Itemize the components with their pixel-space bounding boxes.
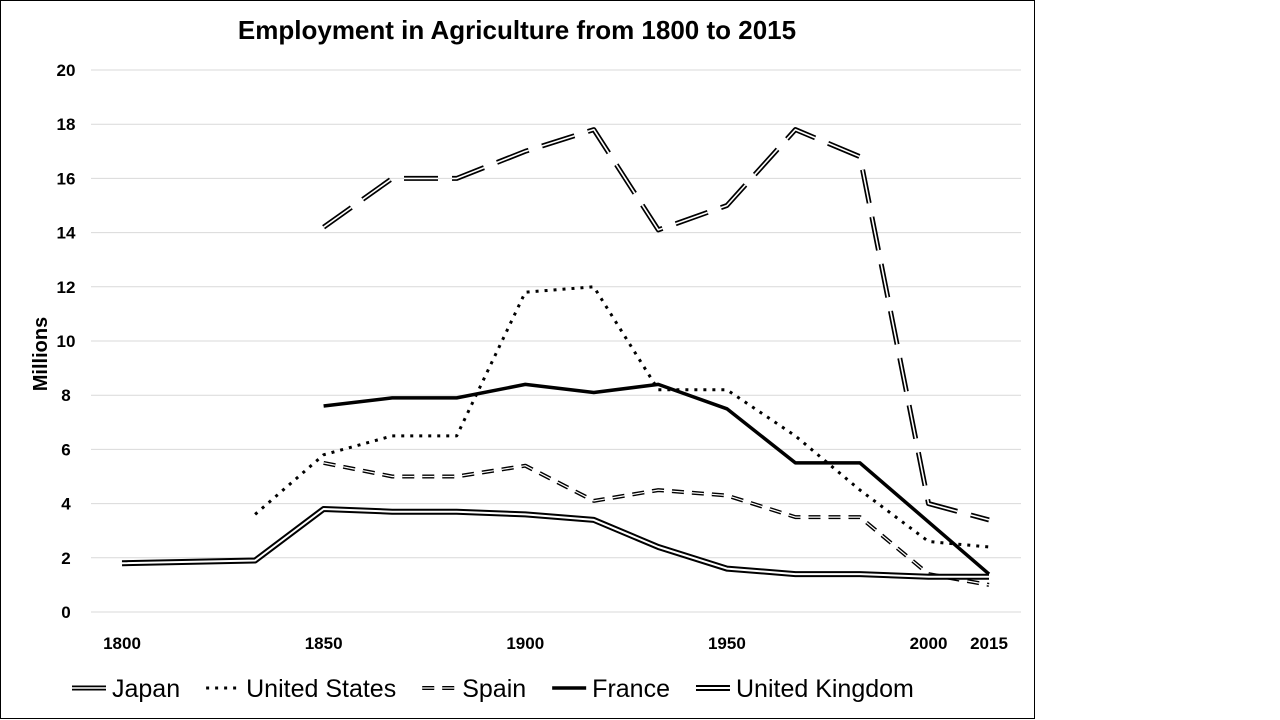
legend: Japan United States Spain France United King… (72, 675, 914, 703)
series-line-japan-inner (323, 128, 990, 521)
legend-label-spain: Spain (462, 675, 526, 703)
legend-item-france: France (552, 675, 670, 703)
series-lines (121, 127, 991, 587)
legend-label-united-kingdom: United Kingdom (736, 675, 914, 703)
y-tick-label: 2 (61, 549, 70, 568)
x-tick-label: 1950 (708, 634, 746, 653)
y-axis-label: Millions (30, 317, 52, 391)
x-tick-label: 2000 (910, 634, 948, 653)
series-line-united-kingdom-inner (121, 508, 989, 578)
legend-item-united-states: United States (206, 675, 396, 703)
x-tick-label: 2015 (970, 634, 1008, 653)
y-tick-label: 16 (57, 169, 76, 188)
series-line-spain (323, 460, 990, 587)
x-tick-label: 1900 (506, 634, 544, 653)
series-line-united-states-stroke (254, 285, 990, 549)
x-tick-label: 1850 (305, 634, 343, 653)
y-tick-label: 14 (57, 224, 76, 243)
series-line-united-kingdom (121, 506, 989, 580)
chart-frame (0, 0, 1035, 719)
y-tick-label: 8 (61, 386, 70, 405)
legend-label-united-states: United States (246, 675, 396, 703)
y-tick-label: 10 (57, 332, 76, 351)
y-tick-label: 12 (57, 278, 76, 297)
x-tick-labels: 1800 1850 1900 1950 2000 2015 (103, 634, 1008, 653)
y-tick-label: 0 (61, 603, 70, 622)
legend-item-spain: Spain (422, 675, 526, 703)
y-tick-label: 4 (61, 495, 71, 514)
legend-item-japan: Japan (72, 675, 180, 703)
series-line-france-stroke (323, 382, 991, 576)
legend-label-japan: Japan (112, 675, 180, 703)
y-tick-labels: 0 2 4 6 8 10 12 14 16 18 20 (57, 61, 76, 622)
series-line-spain-inner (323, 462, 990, 586)
legend-item-united-kingdom: United Kingdom (695, 675, 914, 703)
series-line-united-states (254, 285, 990, 549)
series-line-france (323, 382, 991, 576)
y-tick-label: 18 (57, 115, 76, 134)
series-line-japan (322, 127, 990, 523)
y-tick-label: 6 (61, 440, 70, 459)
x-tick-label: 1800 (103, 634, 141, 653)
y-tick-label: 20 (57, 61, 76, 80)
legend-label-france: France (592, 675, 670, 703)
chart-title: Employment in Agriculture from 1800 to 2… (238, 15, 796, 45)
